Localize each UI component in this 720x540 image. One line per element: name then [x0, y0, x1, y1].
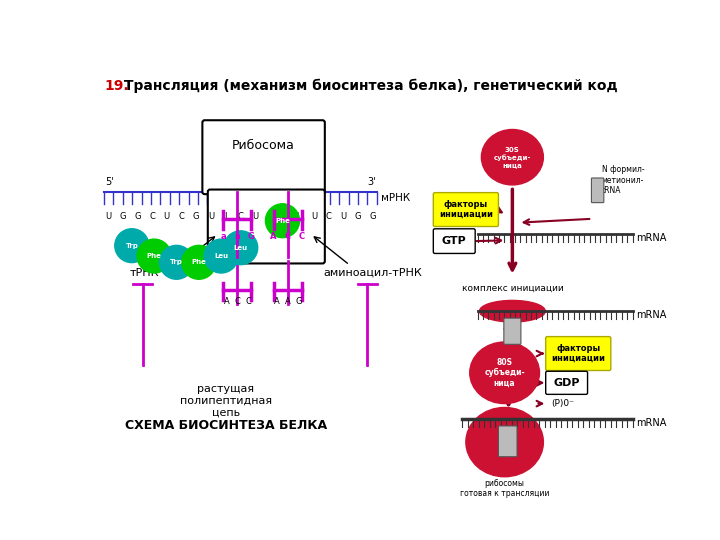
Text: (P)0⁻: (P)0⁻ — [551, 399, 574, 408]
Ellipse shape — [482, 130, 544, 185]
FancyBboxPatch shape — [504, 318, 521, 345]
Text: C: C — [179, 212, 184, 221]
Text: A: A — [271, 232, 277, 241]
Circle shape — [204, 239, 238, 273]
Text: факторы
инициации: факторы инициации — [552, 344, 606, 363]
Text: C: C — [299, 232, 305, 241]
Text: d: d — [282, 212, 287, 221]
FancyBboxPatch shape — [546, 336, 611, 370]
Text: U: U — [105, 212, 111, 221]
Text: Phe: Phe — [192, 259, 206, 265]
Text: Phe: Phe — [275, 218, 290, 224]
Text: A: A — [274, 297, 279, 306]
Text: Трансляция (механизм биосинтеза белка), генетический код: Трансляция (механизм биосинтеза белка), … — [120, 79, 618, 93]
Text: J: J — [225, 212, 227, 221]
Text: 5': 5' — [106, 177, 114, 187]
Circle shape — [137, 239, 171, 273]
Text: комплекс инициации: комплекс инициации — [462, 284, 563, 293]
Text: 19.: 19. — [104, 79, 129, 93]
Text: mRNA: mRNA — [636, 418, 667, 428]
Text: мРНК: мРНК — [381, 193, 410, 203]
Text: G: G — [134, 212, 140, 221]
FancyBboxPatch shape — [591, 178, 604, 202]
Circle shape — [266, 204, 300, 238]
Text: A: A — [223, 297, 229, 306]
Text: mRNA: mRNA — [636, 310, 667, 320]
Text: a: a — [220, 232, 226, 241]
Text: U: U — [311, 212, 317, 221]
Text: Leu: Leu — [214, 253, 228, 259]
Text: СХЕМА БИОСИНТЕЗА БЕЛКА: СХЕМА БИОСИНТЕЗА БЕЛКА — [125, 419, 327, 432]
Text: a: a — [235, 232, 240, 241]
FancyBboxPatch shape — [433, 193, 498, 226]
Text: G: G — [193, 212, 199, 221]
Circle shape — [114, 229, 149, 262]
Text: аминоацил-тРНК: аминоацил-тРНК — [323, 268, 422, 278]
Text: растущая
полипептидная
цепь: растущая полипептидная цепь — [179, 384, 271, 417]
Text: C: C — [246, 297, 251, 306]
Text: G: G — [120, 212, 126, 221]
Text: Trp: Trp — [125, 242, 138, 249]
Circle shape — [224, 231, 258, 265]
Text: Trp: Trp — [170, 259, 183, 265]
Text: 30S
субъеди-
ница: 30S субъеди- ница — [494, 147, 531, 167]
Text: G: G — [266, 212, 273, 221]
Ellipse shape — [480, 300, 545, 322]
Text: U: U — [341, 212, 346, 221]
Text: факторы
инициации: факторы инициации — [439, 200, 493, 219]
Text: G: G — [295, 297, 302, 306]
Text: 3': 3' — [367, 177, 376, 187]
Circle shape — [159, 245, 194, 279]
Text: G: G — [355, 212, 361, 221]
Text: C: C — [238, 212, 243, 221]
Text: C: C — [284, 232, 291, 241]
Text: GTP: GTP — [442, 236, 467, 246]
Text: N формил-
метионил-
tRNA: N формил- метионил- tRNA — [601, 165, 644, 195]
FancyBboxPatch shape — [208, 190, 325, 264]
Text: рибосомы
готовая к трансляции: рибосомы готовая к трансляции — [460, 479, 549, 498]
Text: 80S
субъеди-
ница: 80S субъеди- ница — [485, 358, 525, 388]
Text: G: G — [369, 212, 376, 221]
Text: Рибосома: Рибосома — [232, 139, 295, 152]
Text: Phe: Phe — [147, 253, 161, 259]
Text: тРНК: тРНК — [130, 268, 159, 278]
Text: Leu: Leu — [233, 245, 248, 251]
FancyBboxPatch shape — [433, 229, 475, 253]
Text: GDP: GDP — [554, 378, 580, 388]
Text: U: U — [208, 212, 214, 221]
Text: mRNA: mRNA — [636, 233, 667, 243]
Circle shape — [181, 245, 216, 279]
Text: A: A — [284, 297, 290, 306]
FancyBboxPatch shape — [498, 426, 517, 457]
Ellipse shape — [469, 342, 539, 403]
Text: U: U — [163, 212, 170, 221]
FancyBboxPatch shape — [202, 120, 325, 194]
Ellipse shape — [466, 408, 544, 477]
Text: U: U — [296, 212, 302, 221]
Text: G: G — [248, 232, 255, 241]
Text: U: U — [252, 212, 258, 221]
Text: C: C — [149, 212, 155, 221]
Text: C: C — [234, 297, 240, 306]
Text: C: C — [325, 212, 332, 221]
FancyBboxPatch shape — [546, 372, 588, 394]
